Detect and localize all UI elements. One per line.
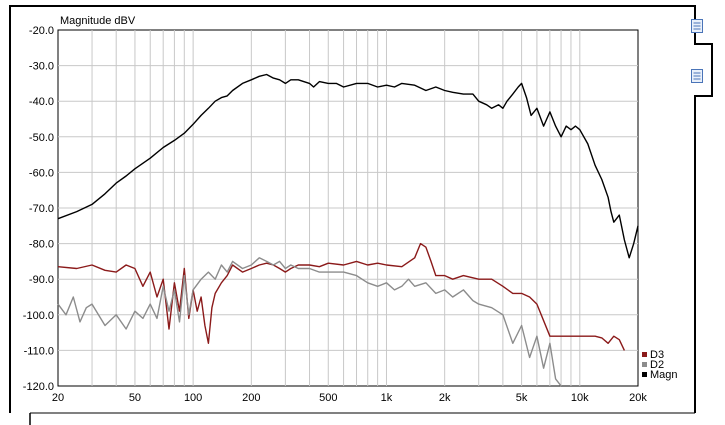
document-icon[interactable] — [690, 18, 704, 34]
y-tick-label: -110.0 — [24, 345, 54, 357]
x-tick-label: 5k — [516, 392, 528, 404]
x-tick-labels: 20 50 100 200 500 1k 2k 5k 10k 20k — [52, 392, 647, 404]
legend-label: D2 — [650, 359, 664, 371]
series-line-magn — [57, 73, 639, 259]
x-tick-label: 100 — [184, 392, 202, 404]
x-tick-label: 1k — [381, 392, 393, 404]
series-lines — [57, 73, 639, 387]
series-line-d3 — [57, 242, 626, 351]
gridlines — [58, 30, 638, 386]
x-tick-label: 20k — [629, 392, 647, 404]
y-axis-label: Magnitude dBV — [60, 15, 136, 27]
x-tick-label: 200 — [242, 392, 260, 404]
y-tick-labels: -20.0 -30.0 -40.0 -50.0 -60.0 -70.0 -80.0 -90.0… — [23, 25, 54, 393]
y-tick-label: -120.0 — [23, 381, 54, 393]
y-tick-label: -40.0 — [29, 96, 54, 108]
x-tick-label: 50 — [129, 392, 141, 404]
y-tick-label: -70.0 — [29, 203, 54, 215]
legend-swatch — [642, 372, 647, 377]
document-icon[interactable] — [690, 68, 704, 84]
legend-swatch — [642, 352, 647, 357]
x-tick-label: 2k — [439, 392, 451, 404]
y-tick-label: -20.0 — [29, 25, 54, 37]
y-tick-label: -90.0 — [29, 274, 54, 286]
y-tick-label: -80.0 — [29, 239, 54, 251]
legend-label: Magn — [650, 369, 678, 381]
legend-label: D3 — [650, 349, 664, 361]
legend-swatch — [642, 362, 647, 367]
x-tick-label: 500 — [319, 392, 337, 404]
series-line-d2 — [57, 257, 562, 387]
x-tick-label: 20 — [52, 392, 64, 404]
y-tick-label: -100.0 — [23, 310, 54, 322]
y-tick-label: -60.0 — [29, 167, 54, 179]
y-tick-label: -50.0 — [29, 132, 54, 144]
x-tick-label: 10k — [571, 392, 589, 404]
y-tick-label: -30.0 — [29, 61, 54, 73]
